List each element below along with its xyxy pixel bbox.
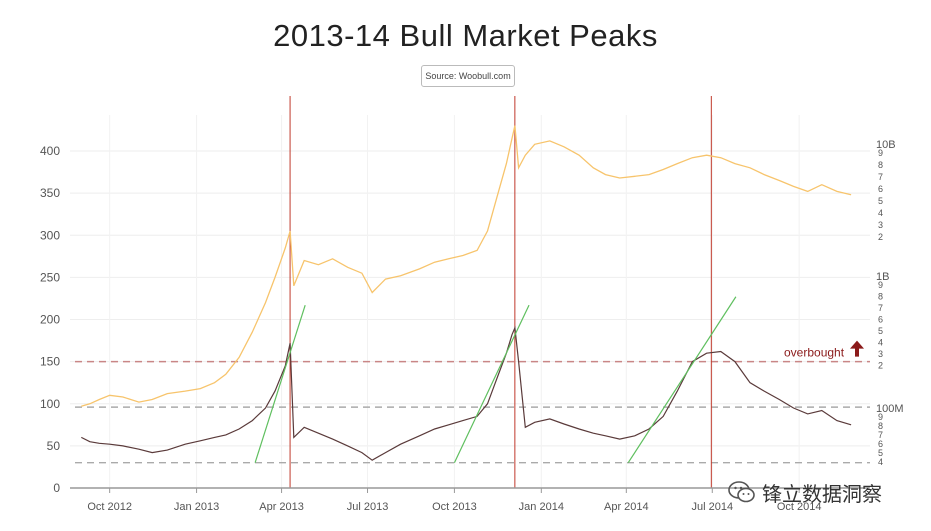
x-tick-label: Apr 2013 [259, 501, 304, 513]
x-tick-label: Jul 2014 [691, 501, 733, 513]
y-tick-label: 150 [40, 355, 60, 369]
y-right-minor-label: 9 [878, 148, 883, 158]
y-tick-label: 300 [40, 228, 60, 242]
y-tick-label: 0 [53, 481, 60, 495]
y-tick-label: 250 [40, 270, 60, 284]
x-tick-label: Oct 2012 [87, 501, 132, 513]
y-tick-label: 50 [47, 439, 61, 453]
y-right-minor-label: 4 [878, 338, 883, 348]
trend-line [453, 304, 530, 463]
x-tick-label: Jan 2013 [174, 501, 219, 513]
y-right-minor-label: 2 [878, 361, 883, 371]
watermark: 锋立数据洞察 [728, 477, 882, 507]
y-right-minor-label: 8 [878, 421, 883, 431]
y-right-minor-label: 6 [878, 439, 883, 449]
market-cap-line [81, 325, 852, 461]
y-right-minor-label: 7 [878, 172, 883, 182]
y-right-minor-label: 4 [878, 208, 883, 218]
wechat-icon [728, 481, 755, 503]
y-right-major-label: 1B [876, 271, 889, 283]
y-right-minor-label: 6 [878, 184, 883, 194]
trend-line [254, 304, 306, 463]
trend-line [627, 296, 737, 464]
y-tick-label: 200 [40, 313, 60, 327]
y-right-minor-label: 6 [878, 315, 883, 325]
x-tick-label: Jan 2014 [519, 501, 564, 513]
y-right-major-label: 100M [876, 403, 904, 415]
y-right-minor-label: 4 [878, 457, 883, 467]
chart-title: 2013-14 Bull Market Peaks [273, 18, 658, 53]
y-tick-label: 350 [40, 186, 60, 200]
price-line [81, 125, 852, 407]
y-right-minor-label: 5 [878, 326, 883, 336]
overbought-label: overbought [784, 346, 845, 360]
x-tick-label: Oct 2014 [777, 501, 822, 513]
y-tick-label: 100 [40, 397, 60, 411]
y-tick-label: 400 [40, 144, 60, 158]
x-tick-label: Apr 2014 [604, 501, 649, 513]
arrow-up-icon [850, 340, 864, 357]
y-right-minor-label: 8 [878, 292, 883, 302]
source-label: Source: Woobull.com [421, 65, 515, 87]
y-right-minor-label: 2 [878, 232, 883, 242]
watermark-text: 锋立数据洞察 [762, 481, 882, 506]
y-right-major-label: 10B [876, 139, 896, 151]
y-right-minor-label: 9 [878, 280, 883, 290]
y-right-minor-label: 5 [878, 448, 883, 458]
x-tick-label: Jul 2013 [347, 501, 389, 513]
y-right-minor-label: 8 [878, 160, 883, 170]
y-right-minor-label: 3 [878, 220, 883, 230]
y-right-minor-label: 3 [878, 349, 883, 359]
y-right-minor-label: 5 [878, 196, 883, 206]
y-right-minor-label: 9 [878, 412, 883, 422]
y-right-minor-label: 7 [878, 430, 883, 440]
y-right-minor-label: 7 [878, 303, 883, 313]
x-tick-label: Oct 2013 [432, 501, 477, 513]
